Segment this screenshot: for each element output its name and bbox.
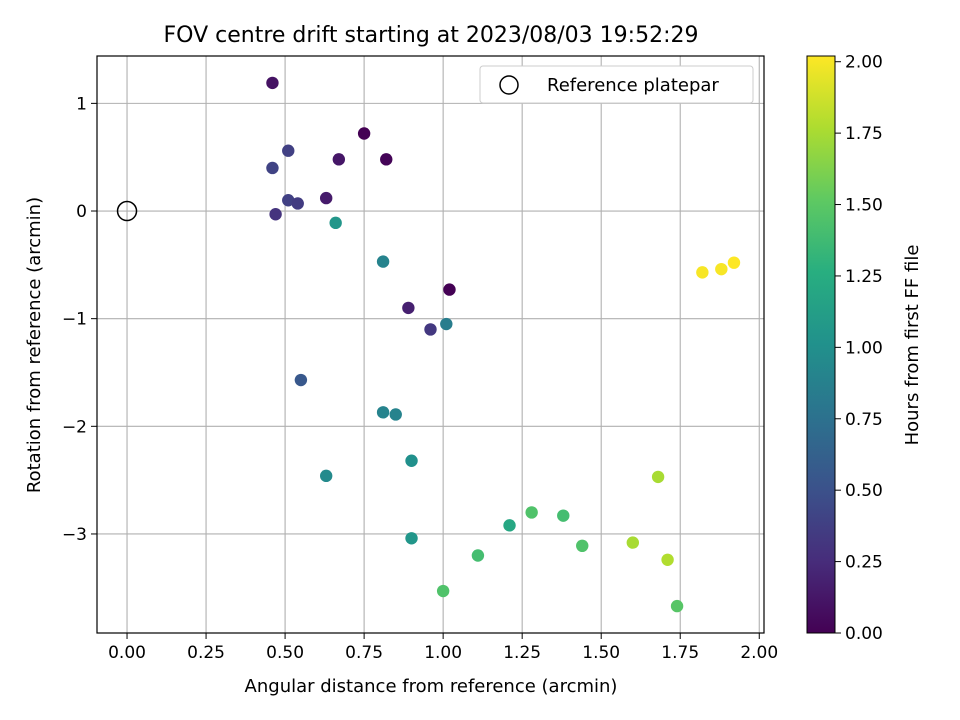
scatter-point: [269, 208, 282, 221]
scatter-point: [282, 194, 295, 207]
x-tick-label: 2.00: [740, 643, 778, 663]
x-tick-label: 1.00: [424, 643, 462, 663]
scatter-point: [576, 539, 589, 553]
plot-frame: [96, 55, 765, 634]
scatter-point: [376, 255, 390, 268]
x-axis-label: Angular distance from reference (arcmin): [245, 676, 618, 697]
scatter-point: [319, 191, 333, 205]
scatter-point: [332, 153, 346, 166]
scatter-point: [557, 509, 570, 522]
legend: Reference platepar: [479, 65, 754, 104]
scatter-point: [670, 599, 684, 613]
colorbar-tick-label: 1.25: [845, 267, 883, 287]
scatter-point: [357, 127, 371, 140]
scatter-point: [626, 536, 640, 549]
scatter-point: [389, 408, 402, 421]
scatter-point: [329, 216, 342, 230]
grid-lines: [97, 56, 764, 633]
scatter-point: [291, 197, 304, 210]
scatter-point: [405, 454, 418, 467]
scatter-point: [405, 532, 418, 545]
legend-entry-label: Reference platepar: [547, 75, 719, 96]
colorbar-tick-label: 0.50: [845, 481, 883, 501]
x-tick-label: 1.50: [582, 643, 620, 663]
colorbar-tick-label: 0.75: [845, 410, 883, 430]
x-tick-label: 1.75: [661, 643, 699, 663]
y-tick-label: 1: [76, 94, 87, 114]
x-tick-label: 0.00: [108, 643, 146, 663]
scatter-point: [471, 549, 485, 562]
scatter-point: [525, 506, 538, 519]
scatter-point: [380, 153, 393, 166]
colorbar-tick-label: 1.75: [845, 124, 883, 144]
data-points: [116, 76, 741, 613]
colorbar-tick-label: 2.00: [845, 53, 883, 73]
scatter-point: [440, 317, 453, 331]
scatter-point: [266, 161, 279, 175]
x-axis-ticks: 0.00 0.25 0.50 0.75 1.00 1.25 1.50 1.75 2.00: [108, 633, 778, 663]
scatter-point: [436, 584, 450, 598]
colorbar: [806, 55, 836, 634]
colorbar-label: Hours from first FF file: [902, 245, 923, 446]
colorbar-tick-label: 0.00: [845, 624, 883, 644]
y-axis-ticks: 1 0 −1 −2 −3: [62, 94, 97, 545]
y-tick-label: −2: [62, 417, 87, 437]
scatter-point: [424, 323, 437, 336]
x-tick-label: 1.25: [503, 643, 541, 663]
colorbar-tick-label: 1.00: [845, 338, 883, 358]
scatter-point: [651, 470, 665, 484]
scatter-point: [661, 553, 674, 566]
scatter-point: [727, 256, 741, 269]
scatter-point: [715, 262, 728, 276]
colorbar-ticks: 0.00 0.25 0.50 0.75 1.00 1.25 1.50 1.75 2.00: [835, 53, 883, 644]
scatter-point: [503, 519, 516, 532]
legend-reference-marker: [499, 75, 519, 95]
y-tick-label: −3: [62, 525, 87, 545]
y-tick-label: −1: [62, 310, 87, 330]
legend-box: [479, 65, 754, 104]
scatter-point: [282, 144, 295, 157]
x-tick-label: 0.50: [266, 643, 304, 663]
scatter-point: [266, 76, 279, 90]
chart-title: FOV centre drift starting at 2023/08/03 …: [164, 23, 699, 48]
scatter-point: [294, 373, 308, 387]
scatter-point: [696, 266, 709, 279]
colorbar-tick-label: 1.50: [845, 196, 883, 216]
colorbar-tick-label: 0.25: [845, 553, 883, 573]
scatter-point: [443, 283, 456, 296]
scatter-point: [376, 406, 390, 419]
scatter-point: [319, 469, 333, 483]
y-axis-label: Rotation from reference (arcmin): [24, 197, 45, 493]
reference-platepar-marker: [116, 200, 138, 222]
x-tick-label: 0.75: [345, 643, 383, 663]
scatter-point: [402, 301, 415, 315]
y-tick-label: 0: [76, 202, 87, 222]
x-tick-label: 0.25: [187, 643, 225, 663]
